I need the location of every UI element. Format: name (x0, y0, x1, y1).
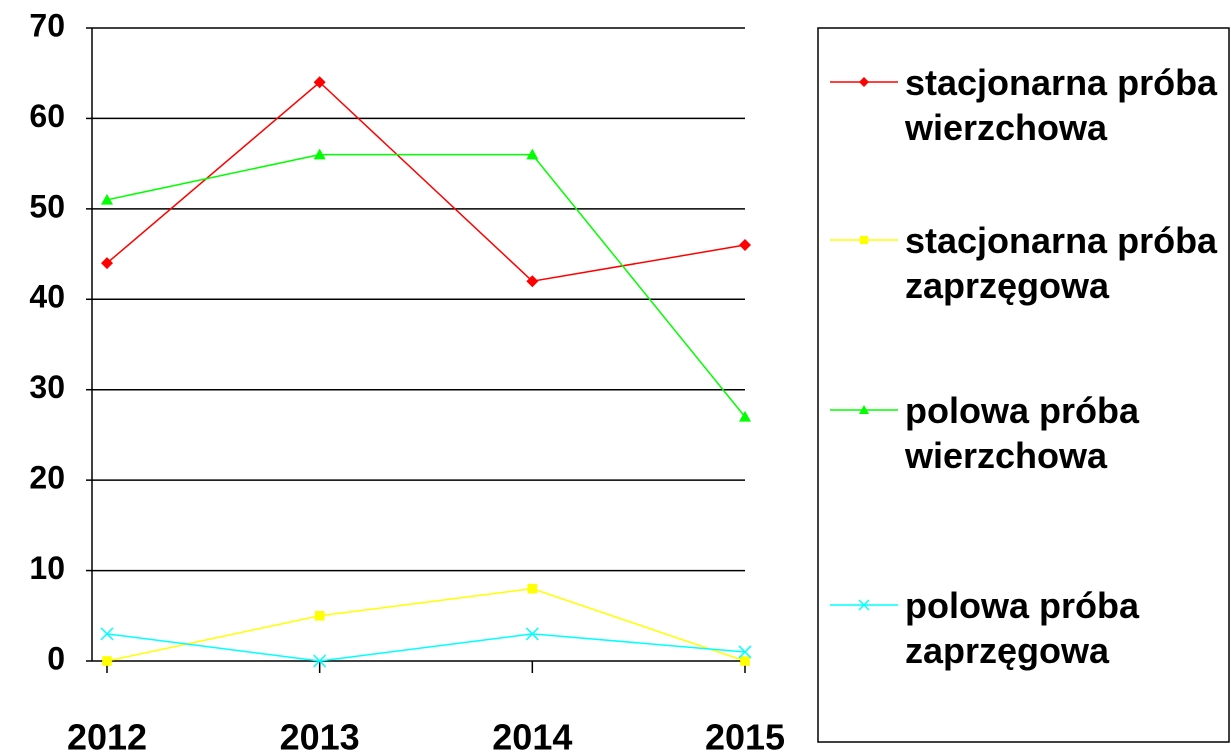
line (106, 81, 746, 283)
x-tick-label: 2013 (280, 717, 360, 756)
legend-box (817, 27, 1230, 743)
marker (526, 275, 539, 288)
marker (101, 193, 113, 205)
marker (100, 627, 114, 641)
y-tick-label: 60 (29, 98, 65, 134)
line (106, 587, 746, 662)
x-tick-label: 2012 (67, 717, 147, 756)
marker (859, 405, 869, 414)
marker (740, 656, 750, 666)
y-tick-label: 0 (47, 640, 65, 676)
marker (313, 76, 326, 89)
marker (313, 148, 326, 160)
marker (101, 257, 113, 270)
y-tick-label: 40 (29, 279, 65, 315)
y-tick-label: 20 (29, 460, 65, 496)
marker (102, 656, 112, 666)
y-tick-label: 30 (29, 369, 65, 405)
legend-label: polowa próba zaprzęgowa (905, 585, 1139, 671)
marker (739, 410, 751, 422)
marker (314, 610, 325, 621)
legend-label: stacjonarna próba zaprzęgowa (905, 220, 1218, 306)
line (106, 633, 746, 662)
y-tick-label: 50 (29, 188, 65, 224)
line (106, 153, 746, 418)
marker (739, 239, 751, 252)
x-tick-label: 2014 (492, 717, 572, 756)
y-tick-label: 70 (29, 7, 65, 43)
marker (859, 77, 869, 87)
marker (858, 599, 870, 611)
legend-label: polowa próba wierzchowa (905, 390, 1139, 476)
marker (738, 645, 752, 659)
legend-label: stacjonarna próba wierzchowa (905, 62, 1218, 148)
marker (525, 627, 539, 641)
marker (313, 654, 327, 668)
y-tick-label: 10 (29, 550, 65, 586)
marker (527, 583, 538, 594)
x-tick-label: 2015 (705, 717, 785, 756)
marker (860, 236, 868, 244)
marker (526, 148, 539, 160)
